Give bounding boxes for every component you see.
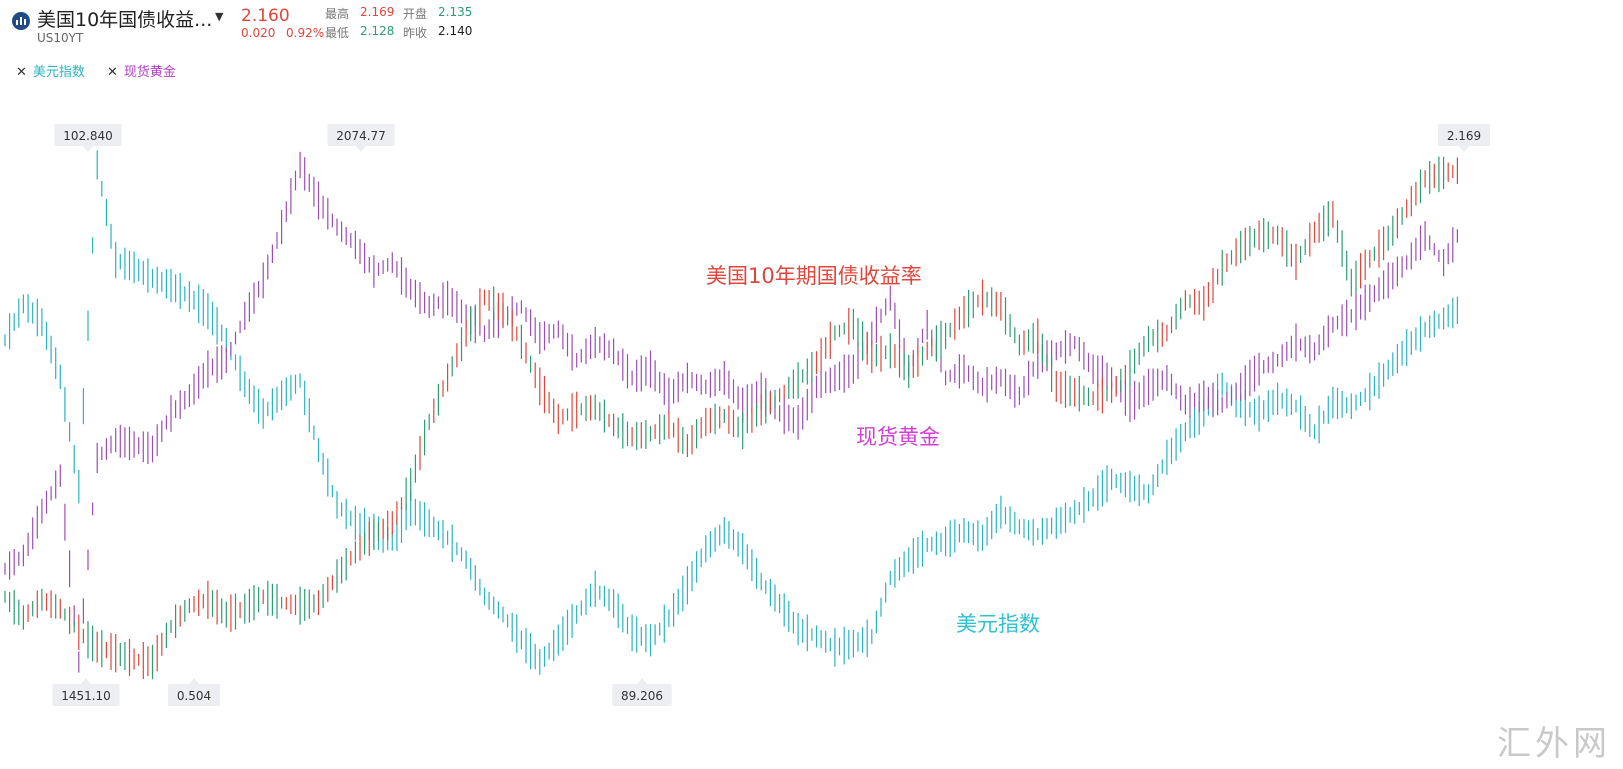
gold-annotation: 现货黄金 <box>856 425 940 449</box>
price-change-percent: 0.92% <box>286 26 325 40</box>
watermark: 汇外网 <box>1497 724 1611 764</box>
series-1 <box>4 151 1459 673</box>
gold-low-marker-text: 1451.10 <box>61 689 111 703</box>
low-label: 最低 <box>325 26 350 40</box>
low-value: 2.128 <box>360 24 395 38</box>
us10y-low-marker: 0.504 <box>168 678 220 706</box>
gold-high-marker-pointer <box>356 146 366 152</box>
bar-chart-icon <box>12 12 30 30</box>
us10y-high-marker-text: 2.169 <box>1447 129 1481 143</box>
dxy-high-marker-box <box>54 124 122 146</box>
chevron-down-icon[interactable]: ▼ <box>215 10 224 23</box>
dxy-low-marker-text: 89.206 <box>621 689 663 703</box>
legend-label-gold: 现货黄金 <box>123 65 176 80</box>
price-change: 0.020 <box>241 26 276 40</box>
legend-item-dxy[interactable]: ✕ 美元指数 <box>16 61 85 80</box>
us10y-low-marker-text: 0.504 <box>177 689 211 703</box>
gold-low-marker-box <box>52 684 120 706</box>
series-0 <box>4 156 1459 680</box>
dxy-low-marker: 89.206 <box>612 678 672 706</box>
us10y-high-marker-box <box>1438 124 1490 146</box>
us10y-high-marker: 2.169 <box>1438 124 1490 152</box>
gold-high-marker-text: 2074.77 <box>336 129 386 143</box>
open-label: 开盘 <box>403 7 428 21</box>
gold-low-marker-pointer <box>81 678 91 684</box>
dxy-high-marker: 102.840 <box>54 124 122 152</box>
series-2 <box>4 150 1459 675</box>
legend-label-dxy: 美元指数 <box>32 65 85 80</box>
open-value: 2.135 <box>438 5 473 19</box>
dxy-annotation: 美元指数 <box>956 612 1040 636</box>
close-icon[interactable]: ✕ <box>107 65 118 80</box>
high-label: 最高 <box>325 7 350 21</box>
dxy-low-marker-pointer <box>637 678 647 684</box>
symbol-code: US10YT <box>37 31 84 45</box>
gold-high-marker: 2074.77 <box>327 124 395 152</box>
us10y-annotation: 美国10年期国债收益率 <box>706 264 922 288</box>
dxy-low-marker-box <box>612 684 672 706</box>
legend-item-gold[interactable]: ✕ 现货黄金 <box>107 61 176 80</box>
gold-high-marker-box <box>327 124 395 146</box>
symbol-title[interactable]: 美国10年国债收益... <box>37 9 213 31</box>
close-icon[interactable]: ✕ <box>16 65 27 80</box>
dxy-high-marker-pointer <box>83 146 93 152</box>
prev-close-label: 昨收 <box>403 26 428 40</box>
high-value: 2.169 <box>360 5 395 19</box>
last-price: 2.160 <box>241 6 290 26</box>
gold-low-marker: 1451.10 <box>52 678 120 706</box>
us10y-high-marker-pointer <box>1459 146 1469 152</box>
us10y-low-marker-box <box>168 684 220 706</box>
dxy-high-marker-text: 102.840 <box>63 129 113 143</box>
us10y-low-marker-pointer <box>189 678 199 684</box>
prev-close-value: 2.140 <box>438 24 473 38</box>
chart-header: 美国10年国债收益... ▼ US10YT 2.160 0.020 0.92% … <box>10 2 710 52</box>
